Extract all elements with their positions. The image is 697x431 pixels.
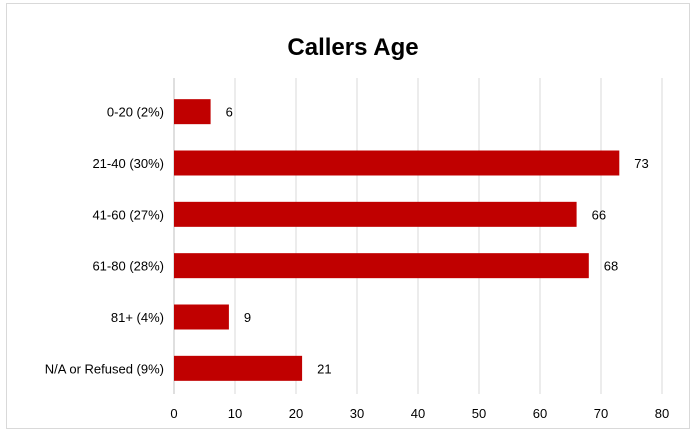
data-label: 66 <box>592 207 606 222</box>
data-label: 6 <box>226 105 233 120</box>
data-label: 9 <box>244 310 251 325</box>
x-tick-label: 0 <box>170 406 177 421</box>
bar <box>174 201 577 227</box>
x-tick-label: 30 <box>350 406 364 421</box>
gridlines <box>173 78 663 394</box>
x-tick-label: 10 <box>228 406 242 421</box>
bar <box>174 99 211 125</box>
category-label: 81+ (4%) <box>111 310 164 325</box>
x-tick-label: 70 <box>594 406 608 421</box>
x-tick-label: 80 <box>655 406 669 421</box>
category-label: N/A or Refused (9%) <box>45 361 164 376</box>
category-label: 0-20 (2%) <box>107 105 164 120</box>
data-label: 21 <box>317 361 331 376</box>
x-tick-label: 20 <box>289 406 303 421</box>
bars <box>174 99 620 381</box>
category-label: 61-80 (28%) <box>92 259 164 274</box>
category-labels: 0-20 (2%) 21-40 (30%) 41-60 (27%) 61-80 (28… <box>45 105 164 377</box>
bar <box>174 304 229 330</box>
data-labels: 6 73 66 68 9 21 <box>226 105 649 377</box>
bar <box>174 253 589 279</box>
data-label: 68 <box>604 259 618 274</box>
category-label: 21-40 (30%) <box>92 156 164 171</box>
chart-title: Callers Age <box>287 34 418 61</box>
x-tick-label: 50 <box>472 406 486 421</box>
x-tick-label: 40 <box>411 406 425 421</box>
data-label: 73 <box>634 156 648 171</box>
bar <box>174 355 303 381</box>
bar <box>174 150 620 176</box>
bar-chart: Callers Age 0-20 (2%) 21-40 (30%) 41-60 (2… <box>45 34 669 421</box>
category-label: 41-60 (27%) <box>92 207 164 222</box>
chart-container: Callers Age 0-20 (2%) 21-40 (30%) 41-60 (2… <box>6 3 690 429</box>
x-tick-label: 60 <box>533 406 547 421</box>
x-tick-labels: 0 10 20 30 40 50 60 70 80 <box>170 406 669 421</box>
